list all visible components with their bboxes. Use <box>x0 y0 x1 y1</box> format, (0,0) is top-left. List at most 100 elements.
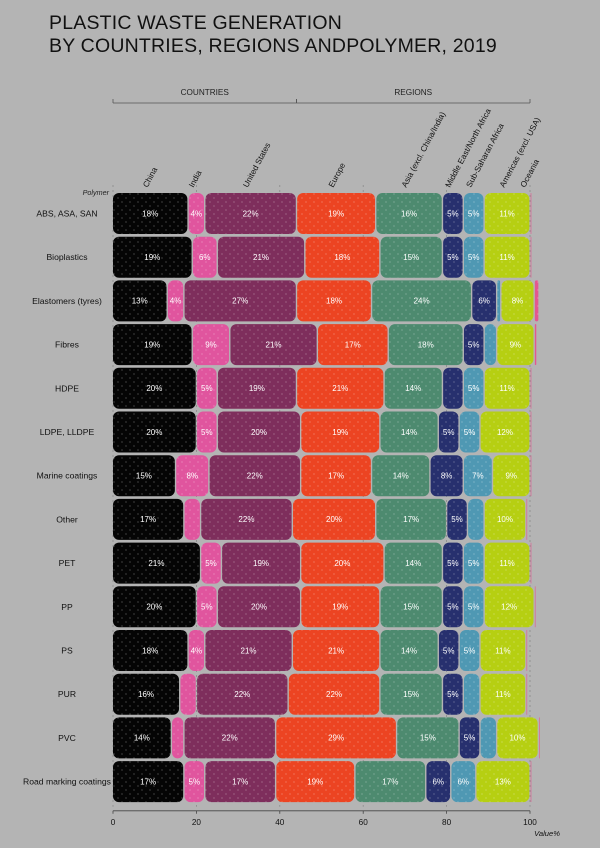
data-label-pur-middle-east-north-africa: 5% <box>447 690 459 699</box>
x-tick-label-40: 40 <box>275 818 285 827</box>
bar-abs-asa-san-oceania-texture <box>530 193 532 234</box>
bar-other-india-texture <box>184 498 200 540</box>
group-regions-label: REGIONS <box>394 88 432 97</box>
data-label-other-asia-excl-china-india: 17% <box>403 515 419 524</box>
bar-fibres-sub-saharan-africa-texture <box>484 324 496 366</box>
bar-bioplastics-china-texture <box>113 236 192 278</box>
bar-pvc-oceania-texture <box>539 717 540 759</box>
data-label-marine-coatings-united-states: 22% <box>247 472 263 481</box>
data-label-pp-americas-excl-usa: 12% <box>501 603 517 612</box>
data-label-hdpe-china: 20% <box>146 384 162 393</box>
row-label-marine-coatings: Marine coatings <box>37 471 98 481</box>
bar-pur-oceania-texture <box>526 673 528 715</box>
bar-bioplastics-middle-east-north-africa-texture <box>443 236 463 278</box>
bar-ps-americas-excl-usa-texture <box>480 630 526 671</box>
data-label-abs-asa-san-americas-excl-usa: 11% <box>499 209 514 218</box>
row-label-ldpe-lldpe: LDPE, LLDPE <box>40 427 95 437</box>
row-label-hdpe: HDPE <box>55 383 79 393</box>
data-label-hdpe-americas-excl-usa: 11% <box>499 384 514 393</box>
group-countries-label: COUNTRIES <box>181 88 230 97</box>
x-tick-label-60: 60 <box>359 818 369 827</box>
data-label-other-americas-excl-usa: 10% <box>497 515 513 524</box>
bar-other-asia-excl-china-india-texture <box>376 498 446 540</box>
data-label-road-marking-coatings-americas-excl-usa: 13% <box>495 777 511 786</box>
bar-other-oceania-texture <box>526 498 528 540</box>
bar-pp-asia-excl-china-india-texture <box>380 586 442 628</box>
column-header-europe: Europe <box>327 161 348 189</box>
bar-road-marking-coatings-middle-east-north-africa-texture <box>426 761 451 803</box>
bar-ps-europe-texture <box>293 630 380 671</box>
data-label-pet-middle-east-north-africa: 5% <box>447 559 459 568</box>
bar-bioplastics-oceania-texture <box>530 236 532 278</box>
data-label-pp-india: 5% <box>201 603 213 612</box>
data-label-other-united-states: 22% <box>238 515 254 524</box>
data-label-bioplastics-americas-excl-usa: 11% <box>499 253 514 262</box>
data-label-hdpe-united-states: 19% <box>249 384 265 393</box>
data-label-hdpe-asia-excl-china-india: 14% <box>405 384 421 393</box>
data-label-bioplastics-middle-east-north-africa: 5% <box>447 253 459 262</box>
x-tick-label-20: 20 <box>192 818 202 827</box>
bar-fibres-india-texture <box>192 324 230 366</box>
data-label-ldpe-lldpe-americas-excl-usa: 12% <box>497 428 513 437</box>
bar-ps-united-states-texture <box>205 630 292 671</box>
bar-hdpe-china-texture <box>113 367 196 409</box>
bar-pp-middle-east-north-africa-texture <box>443 586 463 628</box>
data-label-elastomers-tyres-china: 13% <box>132 297 148 306</box>
bar-fibres-asia-excl-china-india-texture <box>388 324 463 366</box>
row-label-other: Other <box>56 514 78 524</box>
bar-hdpe-united-states-texture <box>217 367 296 409</box>
bar-fibres-middle-east-north-africa-texture <box>463 324 484 366</box>
row-label-ps: PS <box>61 646 73 656</box>
bar-pet-middle-east-north-africa-texture <box>443 542 463 584</box>
column-header-oceania: Oceania <box>519 157 541 189</box>
bar-road-marking-coatings-india-texture <box>184 761 205 803</box>
data-label-pet-china: 21% <box>148 559 164 568</box>
row-label-pur: PUR <box>58 689 76 699</box>
bar-pet-india-texture <box>201 542 221 584</box>
bar-ldpe-lldpe-americas-excl-usa-texture <box>480 411 530 453</box>
data-label-abs-asa-san-europe: 19% <box>328 209 344 218</box>
x-tick-label-100: 100 <box>523 818 537 827</box>
bar-pp-india-texture <box>197 586 217 628</box>
data-label-bioplastics-europe: 18% <box>334 253 350 262</box>
data-label-marine-coatings-sub-saharan-africa: 7% <box>472 472 484 481</box>
bar-fibres-china-texture <box>113 324 192 366</box>
data-label-abs-asa-san-india: 4% <box>191 209 203 218</box>
data-label-ldpe-lldpe-asia-excl-china-india: 14% <box>401 428 417 437</box>
bar-elastomers-tyres-asia-excl-china-india-texture <box>372 280 471 322</box>
bar-ps-oceania-texture <box>526 630 528 671</box>
bar-marine-coatings-asia-excl-china-india-texture <box>372 455 430 497</box>
bar-abs-asa-san-china-texture <box>113 193 188 234</box>
data-label-road-marking-coatings-asia-excl-china-india: 17% <box>382 777 398 786</box>
bar-road-marking-coatings-europe-texture <box>276 761 355 803</box>
bar-pvc-india-texture <box>172 717 184 759</box>
bar-other-united-states-texture <box>201 498 292 540</box>
data-label-hdpe-sub-saharan-africa: 5% <box>468 384 480 393</box>
bar-marine-coatings-americas-excl-usa-texture <box>493 455 530 497</box>
data-label-elastomers-tyres-asia-excl-china-india: 24% <box>414 297 430 306</box>
data-label-elastomers-tyres-middle-east-north-africa: 6% <box>478 297 490 306</box>
data-label-fibres-europe: 17% <box>345 340 361 349</box>
data-label-pp-china: 20% <box>146 603 162 612</box>
bar-marine-coatings-oceania-texture <box>530 455 532 497</box>
bar-pur-india-texture <box>180 673 196 715</box>
data-label-elastomers-tyres-americas-excl-usa: 8% <box>512 297 524 306</box>
data-label-road-marking-coatings-india: 5% <box>189 777 201 786</box>
data-label-pur-americas-excl-usa: 11% <box>495 690 510 699</box>
data-label-fibres-middle-east-north-africa: 5% <box>468 340 480 349</box>
bar-elastomers-tyres-americas-excl-usa-texture <box>501 280 534 322</box>
bar-abs-asa-san-sub-saharan-africa-texture <box>463 193 484 234</box>
bar-pur-americas-excl-usa-texture <box>480 673 526 715</box>
bar-road-marking-coatings-united-states-texture <box>205 761 275 803</box>
bar-ps-india-texture <box>188 630 205 671</box>
data-label-ldpe-lldpe-sub-saharan-africa: 5% <box>464 428 476 437</box>
data-label-abs-asa-san-united-states: 22% <box>243 209 259 218</box>
bar-road-marking-coatings-sub-saharan-africa-texture <box>451 761 476 803</box>
data-label-marine-coatings-china: 15% <box>136 472 152 481</box>
bar-other-europe-texture <box>293 498 376 540</box>
bar-bioplastics-india-texture <box>192 236 217 278</box>
column-header-india: India <box>187 169 203 189</box>
bar-elastomers-tyres-sub-saharan-africa-texture <box>497 280 501 322</box>
bar-pet-americas-excl-usa-texture <box>484 542 530 584</box>
row-label-road-marking-coatings: Road marking coatings <box>23 777 111 787</box>
